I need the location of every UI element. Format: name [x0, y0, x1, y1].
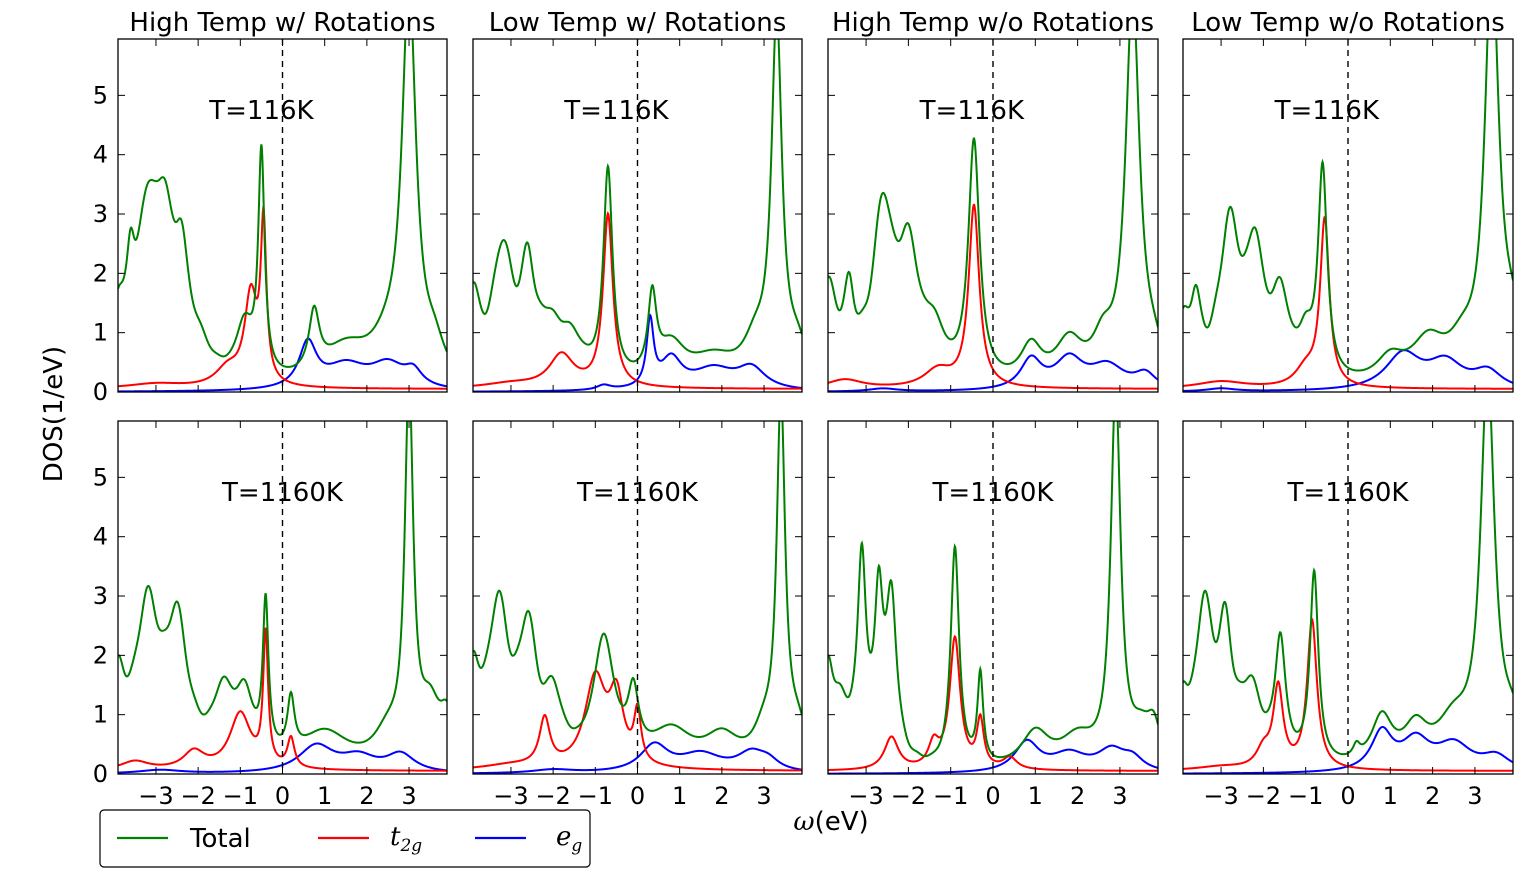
y-axis-label: DOS(1/eV)	[39, 346, 69, 482]
x-axis-label: ω(eV)	[793, 807, 868, 837]
x-tick-label: −2	[891, 782, 926, 810]
legend-label-eg-sub: g	[571, 836, 582, 856]
legend-label-eg: eg	[556, 822, 582, 856]
y-tick-label: 1	[93, 701, 108, 729]
temperature-annotation: T=116K	[208, 96, 314, 126]
x-tick-label: 1	[1383, 782, 1398, 810]
series-eg-line	[473, 741, 802, 774]
temperature-annotation: T=116K	[1274, 96, 1380, 126]
x-axis-label-unit: (eV)	[815, 807, 869, 837]
subplot-2-4: −3 −2 −1 0 1 2 3 T=1160K	[1182, 420, 1514, 810]
subplot-1-3: High Temp w/o Rotations T=116K	[827, 8, 1159, 393]
series-t2g-line	[828, 634, 1158, 772]
y-tick-label: 2	[93, 641, 108, 669]
x-tick-label: −3	[848, 782, 883, 810]
x-tick-label: 3	[1112, 782, 1127, 810]
y-tick-label: 3	[93, 200, 108, 228]
x-tick-label: 2	[359, 782, 374, 810]
series-total-line	[118, 39, 447, 368]
series-total-line	[473, 421, 802, 739]
subplot-title: High Temp w/o Rotations	[832, 8, 1154, 38]
subplot-title: Low Temp w/o Rotations	[1191, 8, 1505, 38]
series-eg-line	[473, 313, 802, 392]
x-tick-label: 0	[1340, 782, 1355, 810]
y-tick-label: 0	[93, 378, 108, 406]
temperature-annotation: T=1160K	[221, 478, 344, 508]
x-tick-label: 2	[1425, 782, 1440, 810]
subplot-title: High Temp w/ Rotations	[129, 8, 435, 38]
x-tick-label: 2	[714, 782, 729, 810]
x-tick-label: −3	[1203, 782, 1238, 810]
subplot-2-2: −3 −2 −1 0 1 2 3 T=1160K	[472, 420, 803, 810]
temperature-annotation: T=1160K	[576, 478, 699, 508]
x-axis-label-symbol: ω	[793, 807, 814, 837]
y-tick-label: 1	[93, 319, 108, 347]
x-tick-label: 3	[756, 782, 771, 810]
x-tick-label: −3	[493, 782, 528, 810]
x-tick-label: −2	[180, 782, 215, 810]
y-tick-label: 4	[93, 141, 108, 169]
x-tick-label: −1	[1288, 782, 1323, 810]
x-tick-label: 2	[1070, 782, 1085, 810]
subplot-1-2: Low Temp w/ Rotations T=116K	[472, 8, 803, 393]
y-tick-label: 2	[93, 259, 108, 287]
y-tick-label: 0	[93, 760, 108, 788]
x-tick-label: −3	[138, 782, 173, 810]
legend-label-t2g: t2g	[390, 822, 422, 856]
y-tick-label: 5	[93, 463, 108, 491]
x-tick-label: 1	[317, 782, 332, 810]
subplot-2-3: −3 −2 −1 0 1 2 3 T=1160K	[827, 420, 1159, 810]
x-tick-label: −2	[535, 782, 570, 810]
y-tick-label: 3	[93, 582, 108, 610]
temperature-annotation: T=1160K	[1287, 478, 1410, 508]
legend: Total t2g eg	[99, 809, 591, 868]
subplot-title: Low Temp w/ Rotations	[489, 8, 787, 38]
legend-label-eg-base: e	[556, 822, 571, 852]
series-t2g-line	[1183, 215, 1513, 390]
x-tick-label: 0	[630, 782, 645, 810]
x-tick-label: −1	[933, 782, 968, 810]
temperature-annotation: T=116K	[563, 96, 669, 126]
temperature-annotation: T=116K	[919, 96, 1025, 126]
x-tick-label: 1	[672, 782, 687, 810]
x-tick-label: 0	[985, 782, 1000, 810]
x-tick-label: 0	[275, 782, 290, 810]
series-total-line	[1183, 39, 1513, 372]
legend-label-t2g-sub: 2g	[399, 836, 422, 856]
legend-label-total: Total	[189, 824, 251, 854]
x-tick-label: −2	[1246, 782, 1281, 810]
series-t2g-line	[118, 205, 447, 390]
x-tick-label: 3	[1467, 782, 1482, 810]
x-tick-label: −1	[223, 782, 258, 810]
legend-label-t2g-base: t	[390, 822, 401, 852]
subplot-1-4: Low Temp w/o Rotations T=116K	[1182, 8, 1514, 393]
x-tick-label: −1	[578, 782, 613, 810]
x-tick-label: 1	[1028, 782, 1043, 810]
temperature-annotation: T=1160K	[932, 478, 1055, 508]
y-tick-label: 5	[93, 81, 108, 109]
subplot-1-1: High Temp w/ Rotations 0 1 2 3 4 5 T=116K	[93, 8, 448, 406]
y-tick-label: 4	[93, 523, 108, 551]
x-tick-label: 3	[401, 782, 416, 810]
